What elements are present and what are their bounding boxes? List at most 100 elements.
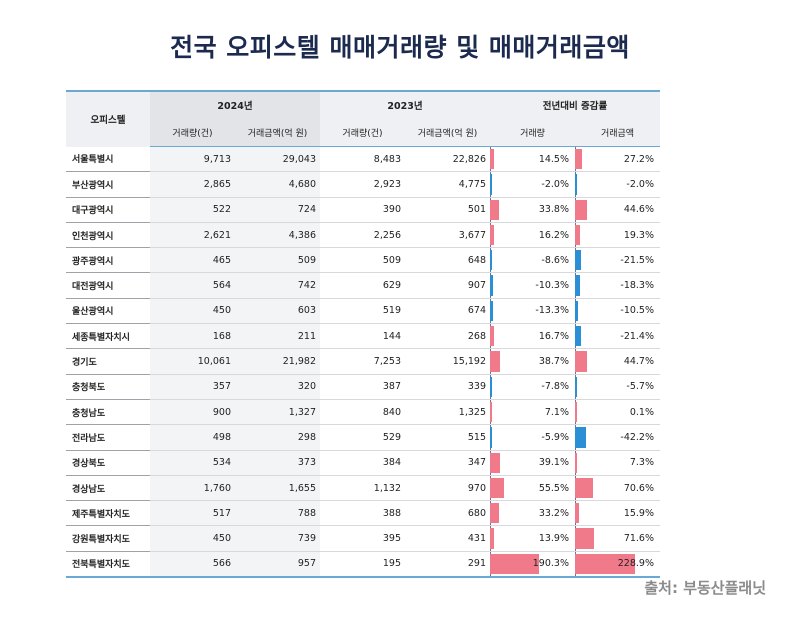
volume-2023-cell: 509 — [320, 247, 405, 274]
amount-change-cell: -21.4% — [575, 323, 660, 350]
amount-2024-cell: 29,043 — [235, 146, 320, 173]
volume-2024-cell: 450 — [150, 298, 235, 325]
volume-2024-cell: 168 — [150, 323, 235, 350]
region-name: 경상남도 — [66, 475, 150, 502]
volume-2024-cell: 2,621 — [150, 222, 235, 249]
amount-2023-cell: 907 — [405, 272, 490, 299]
amount-change-cell: 15.9% — [575, 500, 660, 527]
table-row: 충청북도 357 320 387 339 -7.8% -5.7% — [66, 374, 660, 400]
amount-change-bar — [575, 326, 581, 347]
volume-change-cell: -8.6% — [490, 247, 575, 274]
amount-change-value: 15.9% — [623, 507, 654, 519]
volume-change-bar — [490, 503, 499, 524]
amount-change-cell: -10.5% — [575, 298, 660, 325]
volume-change-bar — [490, 326, 495, 347]
amount-change-bar — [575, 401, 577, 423]
amount-change-bar — [575, 503, 580, 524]
table-row: 전북특별자치도 566 957 195 291 190.3% 228.9% — [66, 551, 660, 579]
volume-2023-cell: 144 — [320, 323, 405, 350]
table-row: 서울특별시 9,713 29,043 8,483 22,826 14.5% 27.2% — [66, 146, 660, 173]
year-2023-header: 2023년 — [320, 90, 490, 118]
volume-change-value: 55.5% — [538, 482, 569, 494]
volume-change-cell: -10.3% — [490, 272, 575, 299]
volume-2023-cell: 2,923 — [320, 171, 405, 198]
volume-change-value: 13.9% — [538, 533, 569, 545]
volume-2024-cell: 534 — [150, 450, 235, 476]
amount-change-bar — [575, 553, 635, 575]
change-rate-header: 전년대비 증감률 — [490, 90, 660, 118]
amount-change-bar — [575, 351, 587, 372]
volume-2024-cell: 2,865 — [150, 171, 235, 198]
amount-change-bar — [575, 224, 581, 246]
amount-2024-cell: 739 — [235, 525, 320, 552]
amount-2023-cell: 648 — [405, 247, 490, 274]
table-row: 전라남도 498 298 529 515 -5.9% -42.2% — [66, 424, 660, 451]
volume-change-bar — [490, 553, 540, 575]
volume-change-cell: -7.8% — [490, 374, 575, 400]
amount-change-bar — [575, 452, 577, 473]
amount-change-bar — [575, 477, 594, 499]
amount-change-bar — [575, 174, 577, 195]
table-row: 경상북도 534 373 384 347 39.1% 7.3% — [66, 450, 660, 476]
volume-change-value: 33.8% — [538, 204, 569, 216]
amount-change-value: -18.3% — [620, 280, 654, 292]
page-title: 전국 오피스텔 매매거래량 및 매매거래금액 — [170, 33, 630, 62]
region-name: 전라남도 — [66, 424, 150, 451]
amount-change-value: -42.2% — [620, 431, 654, 443]
volume-2023-cell: 519 — [320, 298, 405, 325]
volume-2023-cell: 1,132 — [320, 475, 405, 502]
amount-2024-cell: 21,982 — [235, 348, 320, 375]
amount-change-value: -5.7% — [626, 381, 654, 393]
volume-change-bar — [490, 174, 492, 195]
table-row: 부산광역시 2,865 4,680 2,923 4,775 -2.0% -2.0% — [66, 171, 660, 198]
region-name: 서울특별시 — [66, 146, 150, 173]
table-row: 광주광역시 465 509 509 648 -8.6% -21.5% — [66, 247, 660, 274]
amount-change-bar — [575, 528, 594, 549]
amount-change-cell: 0.1% — [575, 399, 660, 426]
region-name: 경상북도 — [66, 450, 150, 476]
volume-change-bar — [490, 250, 493, 271]
volume-change-bar — [490, 376, 493, 397]
region-name: 대전광역시 — [66, 272, 150, 299]
region-name: 대구광역시 — [66, 197, 150, 223]
volume-change-bar — [490, 149, 494, 170]
table-row: 강원특별자치도 450 739 395 431 13.9% 71.6% — [66, 525, 660, 552]
amount-change-value: -21.5% — [620, 254, 654, 266]
amount-2024-cell: 4,386 — [235, 222, 320, 249]
amount-change-bar — [575, 376, 577, 397]
region-name: 충청남도 — [66, 399, 150, 426]
volume-change-value: -7.8% — [541, 381, 569, 393]
volume-2023-cell: 387 — [320, 374, 405, 400]
volume-2024-cell: 1,760 — [150, 475, 235, 502]
volume-2023-cell: 629 — [320, 272, 405, 299]
amount-change-cell: 70.6% — [575, 475, 660, 502]
volume-2023-cell: 2,256 — [320, 222, 405, 249]
volume-change-value: 39.1% — [538, 457, 569, 469]
amount-2023-cell: 515 — [405, 424, 490, 451]
table-row: 울산광역시 450 603 519 674 -13.3% -10.5% — [66, 298, 660, 325]
volume-2023-cell: 195 — [320, 551, 405, 579]
volume-change-cell: 33.2% — [490, 500, 575, 527]
volume-2024-cell: 900 — [150, 399, 235, 426]
amount-2023-cell: 680 — [405, 500, 490, 527]
volume-change-cell: 16.7% — [490, 323, 575, 350]
amount-2023-cell: 291 — [405, 551, 490, 579]
amount-change-cell: 44.6% — [575, 197, 660, 223]
amount-change-cell: 71.6% — [575, 525, 660, 552]
year-2024-header: 2024년 — [150, 90, 320, 118]
amount-change-bar — [575, 149, 583, 170]
amount-2023-cell: 1,325 — [405, 399, 490, 426]
amount-change-value: 44.7% — [623, 356, 654, 368]
volume-change-value: 16.2% — [538, 229, 569, 241]
amount-2023-cell: 674 — [405, 298, 490, 325]
amount-change-bar — [575, 199, 587, 220]
volume-change-bar — [490, 300, 494, 322]
table-row: 대전광역시 564 742 629 907 -10.3% -18.3% — [66, 272, 660, 299]
amount-change-value: -10.5% — [620, 305, 654, 317]
volume-2024-cell: 450 — [150, 525, 235, 552]
region-name: 인천광역시 — [66, 222, 150, 249]
volume-2023-header: 거래량(건) — [320, 118, 405, 147]
amount-2024-cell: 724 — [235, 197, 320, 223]
amount-change-value: 0.1% — [629, 406, 654, 418]
amount-change-cell: -21.5% — [575, 247, 660, 274]
